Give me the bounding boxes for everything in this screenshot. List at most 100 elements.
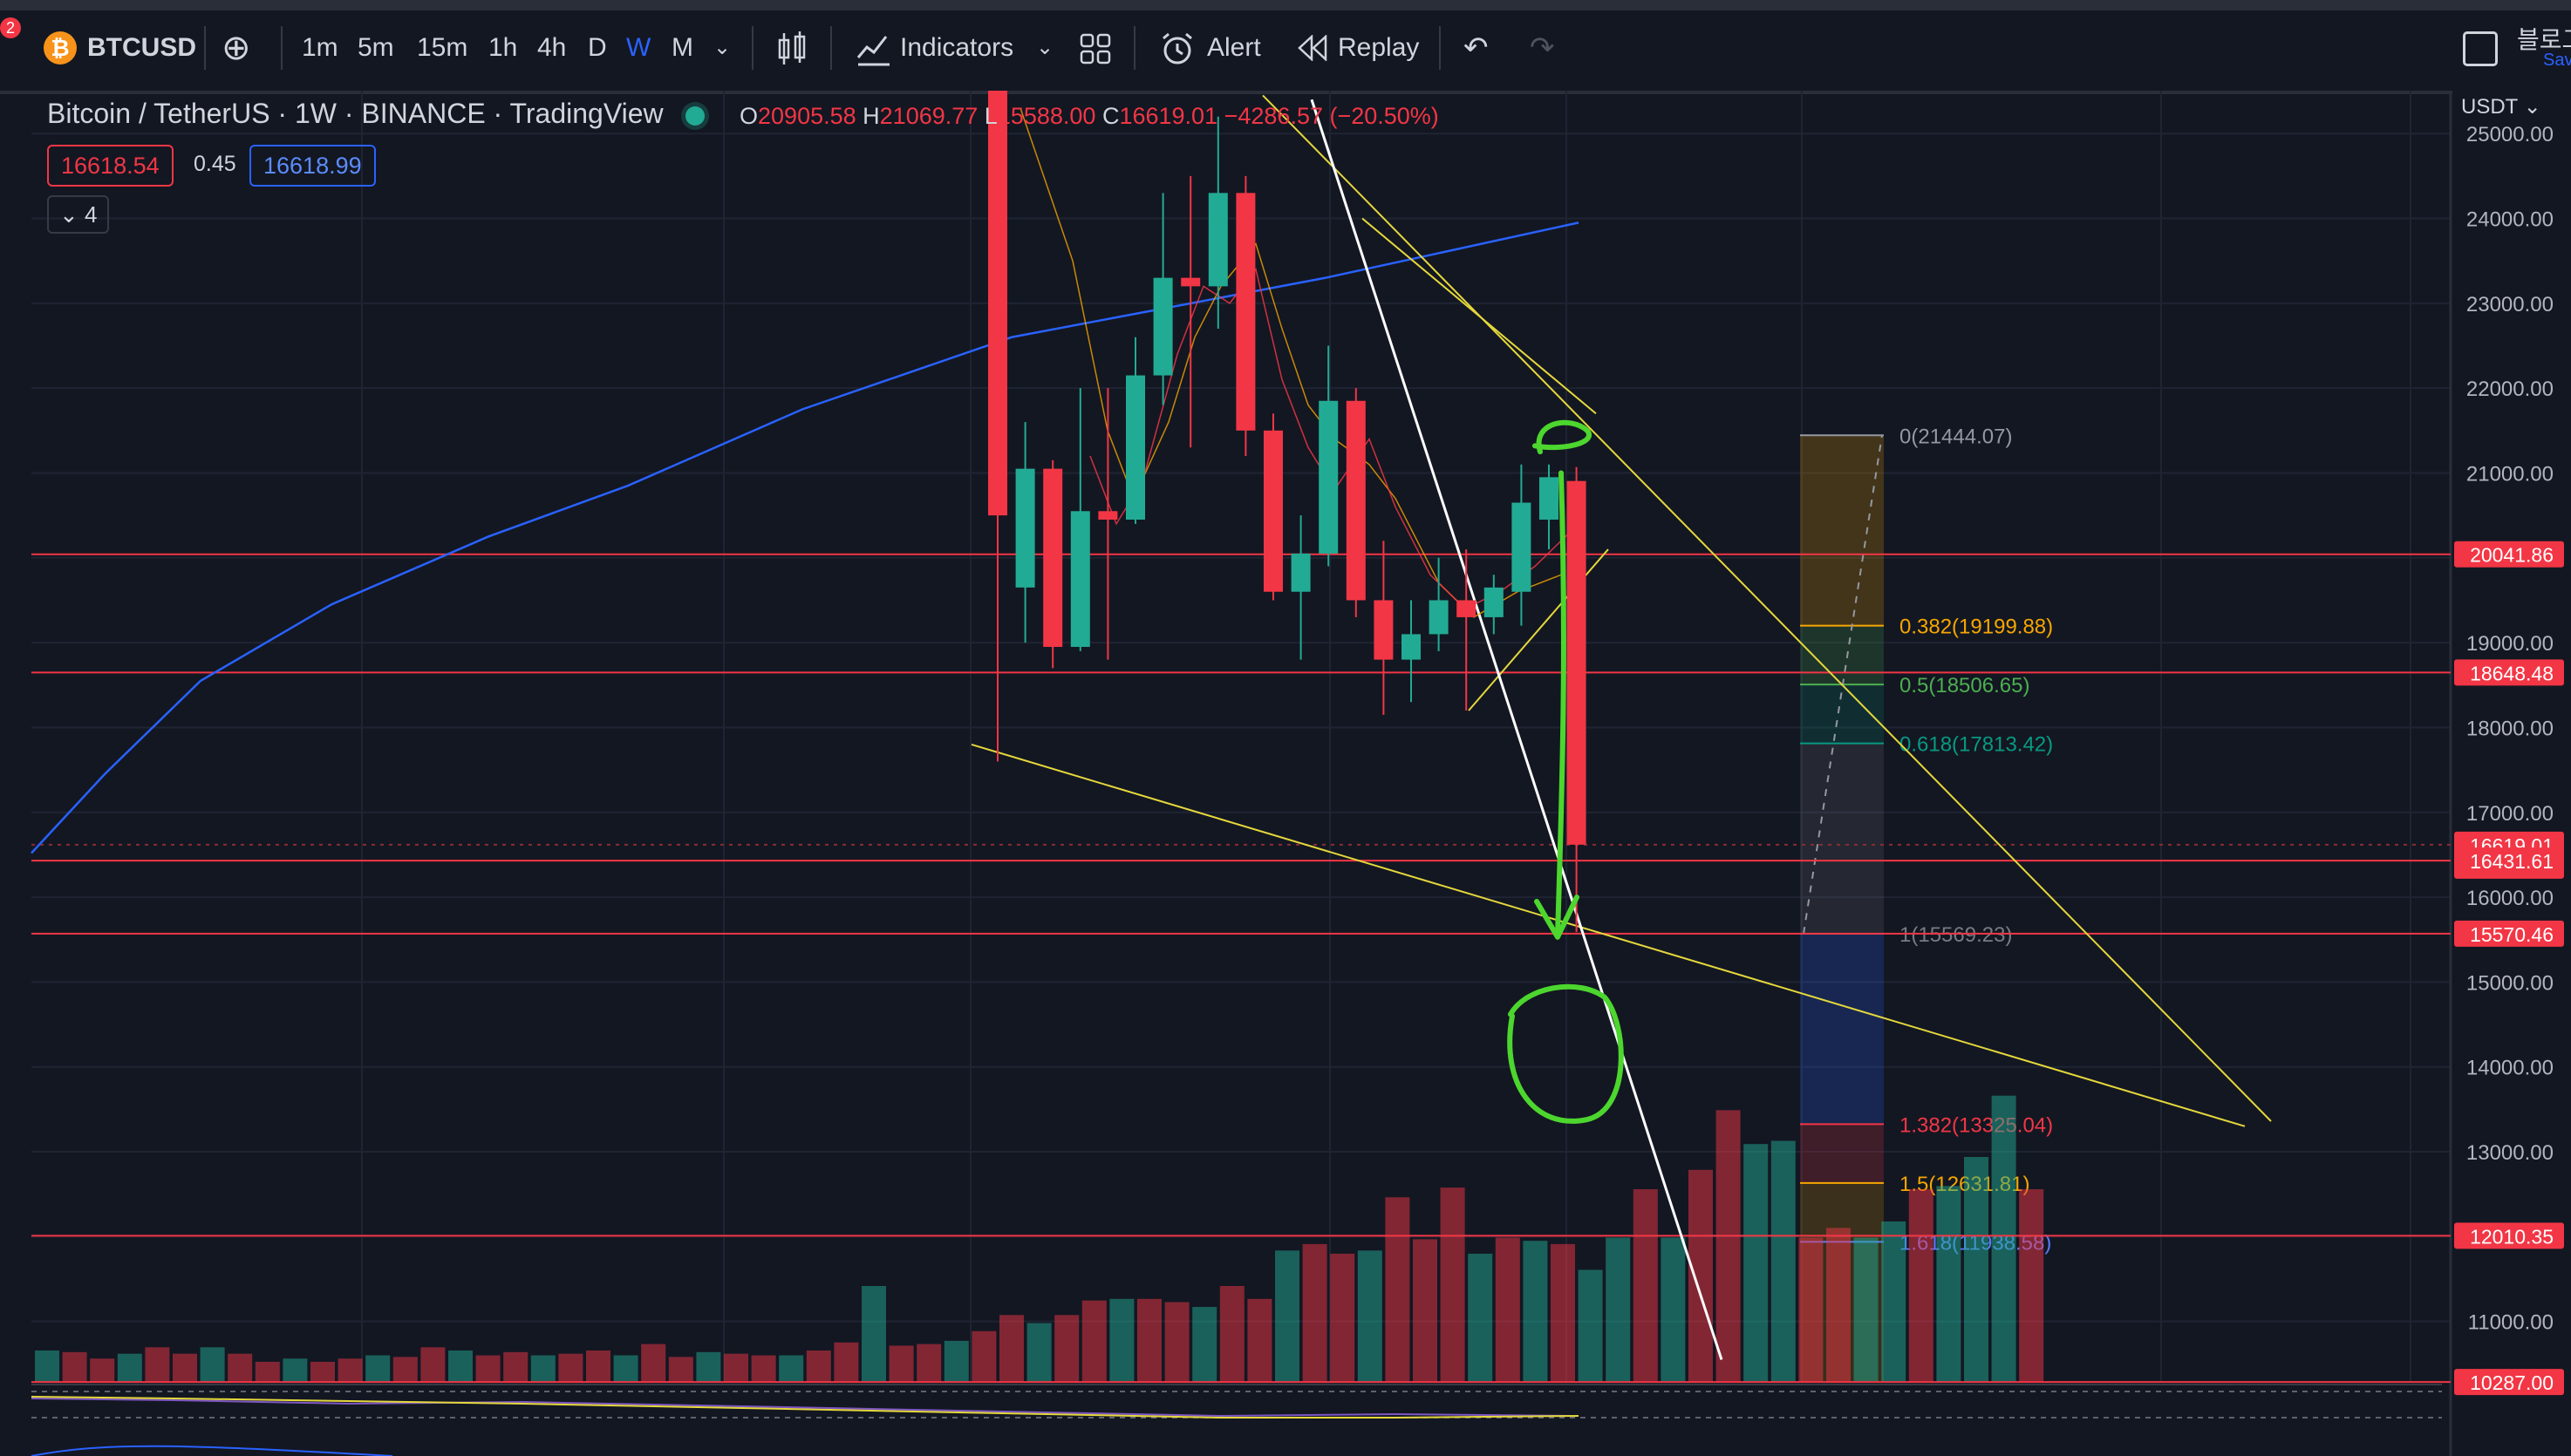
sell-price-button[interactable]: 16618.54 <box>47 145 174 187</box>
indicators-icon[interactable] <box>856 31 891 66</box>
timeframe-dropdown-chevron-down-icon[interactable]: ⌄ <box>713 36 732 59</box>
volume-bar <box>1798 1237 1824 1383</box>
fib-level-label: 0.5(18506.65) <box>1899 674 2029 697</box>
volume-bar <box>530 1355 556 1383</box>
price-tick-label: 23000.00 <box>2466 293 2554 316</box>
alarm-clock-icon[interactable] <box>1160 31 1195 66</box>
candles <box>988 91 1586 933</box>
toolbar-divider <box>204 26 206 70</box>
volume-bar <box>1495 1237 1520 1383</box>
volume-bar <box>448 1351 473 1383</box>
volume-bar <box>1026 1323 1052 1383</box>
orange-ma-line <box>1020 107 1562 618</box>
volume-bar <box>228 1353 253 1383</box>
volume-bar <box>696 1351 721 1383</box>
price-level-tag <box>2454 659 2564 686</box>
candle-body <box>1153 277 1173 376</box>
volume-bar <box>200 1347 225 1383</box>
candles-chart-type-icon[interactable] <box>776 31 808 66</box>
timeframe-m[interactable]: M <box>672 33 693 62</box>
replay-button[interactable]: Replay <box>1338 33 1420 62</box>
price-chart[interactable]: 0(21444.07) 0.382(19199.88) 0.5(18506.65) 0… <box>0 91 2571 1456</box>
compare-add-icon[interactable]: ⊕ <box>222 29 251 67</box>
toolbar-divider <box>281 26 283 70</box>
toolbar-divider <box>752 26 754 70</box>
price-tick-label: 25000.00 <box>2466 123 2554 146</box>
price-level-tag <box>2454 1222 2564 1249</box>
green-circle-annotation <box>1507 983 1624 1124</box>
candle-body <box>1291 553 1311 592</box>
fib-zone-band <box>1800 934 1884 1125</box>
price-level-tag <box>2454 541 2564 568</box>
horizontal-levels <box>31 553 2451 1384</box>
price-axis: 25000.00 24000.00 23000.00 22000.00 21000.00… <box>2452 91 2571 1456</box>
volume-bar <box>613 1355 638 1383</box>
timeframe-4h[interactable]: 4h <box>537 33 567 62</box>
bitcoin-logo-icon: ₿ <box>44 31 77 65</box>
volume-bar <box>1688 1169 1713 1383</box>
volume-bar <box>310 1361 335 1383</box>
timeframe-w[interactable]: W <box>626 33 651 62</box>
buy-price-button[interactable]: 16618.99 <box>249 145 376 187</box>
timeframe-d[interactable]: D <box>588 33 607 62</box>
candle-body <box>1070 511 1090 647</box>
volume-bar <box>1385 1197 1410 1383</box>
save-link[interactable]: Save <box>2543 51 2571 70</box>
price-level-tag-label: 20041.86 <box>2470 544 2554 567</box>
candle-body <box>1456 600 1476 617</box>
top-right-label[interactable]: 블로그 <box>2517 26 2571 53</box>
layout-grid-icon[interactable] <box>1080 33 1111 65</box>
volume-bar <box>35 1351 59 1383</box>
price-tick-label: 21000.00 <box>2466 462 2554 486</box>
notification-badge[interactable]: 2 <box>0 17 21 38</box>
price-axis-currency[interactable]: USDT ⌄ <box>2461 95 2541 119</box>
candle-body <box>1043 468 1063 647</box>
price-level-tag-label: 15570.46 <box>2470 923 2554 946</box>
ohlc-low: 15588.00 <box>997 103 1096 129</box>
symbol-search-button[interactable]: BTCUSD <box>87 33 196 62</box>
price-level-tag-label: 18648.48 <box>2470 662 2554 684</box>
white-trendline <box>1310 99 1723 1360</box>
redo-icon[interactable]: ↷ <box>1530 31 1555 65</box>
oscillator-line <box>31 1398 1571 1418</box>
chart-legend-title[interactable]: Bitcoin / TetherUS · 1W · BINANCE · Trad… <box>47 98 664 129</box>
price-level-tag-label: 12010.35 <box>2470 1225 2554 1248</box>
price-tick-label: 19000.00 <box>2466 632 2554 656</box>
spread-value: 0.45 <box>194 152 236 176</box>
price-level-tag <box>2454 1369 2564 1396</box>
volume-bar <box>668 1357 693 1383</box>
volume-bar <box>1578 1269 1603 1383</box>
volume-bar <box>1853 1237 1879 1383</box>
yellow-trendline <box>1468 548 1609 711</box>
timeframe-1h[interactable]: 1h <box>488 33 518 62</box>
fib-level-label: 1(15569.23) <box>1899 923 2012 947</box>
candle-body <box>1483 587 1504 617</box>
timeframe-15m[interactable]: 15m <box>417 33 468 62</box>
timeframe-1m[interactable]: 1m <box>302 33 338 62</box>
candle-body <box>1126 375 1145 520</box>
window-strip <box>0 0 2571 10</box>
indicators-dropdown-chevron-down-icon[interactable]: ⌄ <box>1036 36 1054 59</box>
alert-button[interactable]: Alert <box>1207 33 1261 62</box>
timeframe-5m[interactable]: 5m <box>358 33 394 62</box>
toolbar-divider <box>1439 26 1441 70</box>
volume-bar <box>392 1357 418 1383</box>
ohlc-high: 21069.77 <box>879 103 979 129</box>
collapse-indicators-button[interactable]: ⌄ 4 <box>47 195 110 234</box>
fib-level-label: 0.618(17813.42) <box>1899 733 2053 757</box>
fib-zone-band <box>1800 435 1884 626</box>
candle-body <box>1264 430 1283 592</box>
volume-bar <box>90 1358 115 1383</box>
fullscreen-toggle-icon[interactable] <box>2463 31 2498 66</box>
indicators-button[interactable]: Indicators <box>900 33 1014 62</box>
undo-icon[interactable]: ↶ <box>1463 31 1489 65</box>
volume-bar <box>1357 1250 1382 1383</box>
candle-body <box>1511 502 1531 592</box>
toolbar-divider <box>830 26 832 70</box>
lower-pane-line <box>31 1445 393 1456</box>
candle-body <box>1539 477 1558 520</box>
volume-bar <box>1743 1144 1769 1383</box>
replay-rewind-icon[interactable] <box>1298 35 1327 61</box>
volume-bar <box>558 1353 583 1383</box>
volume-bar <box>1468 1254 1493 1383</box>
